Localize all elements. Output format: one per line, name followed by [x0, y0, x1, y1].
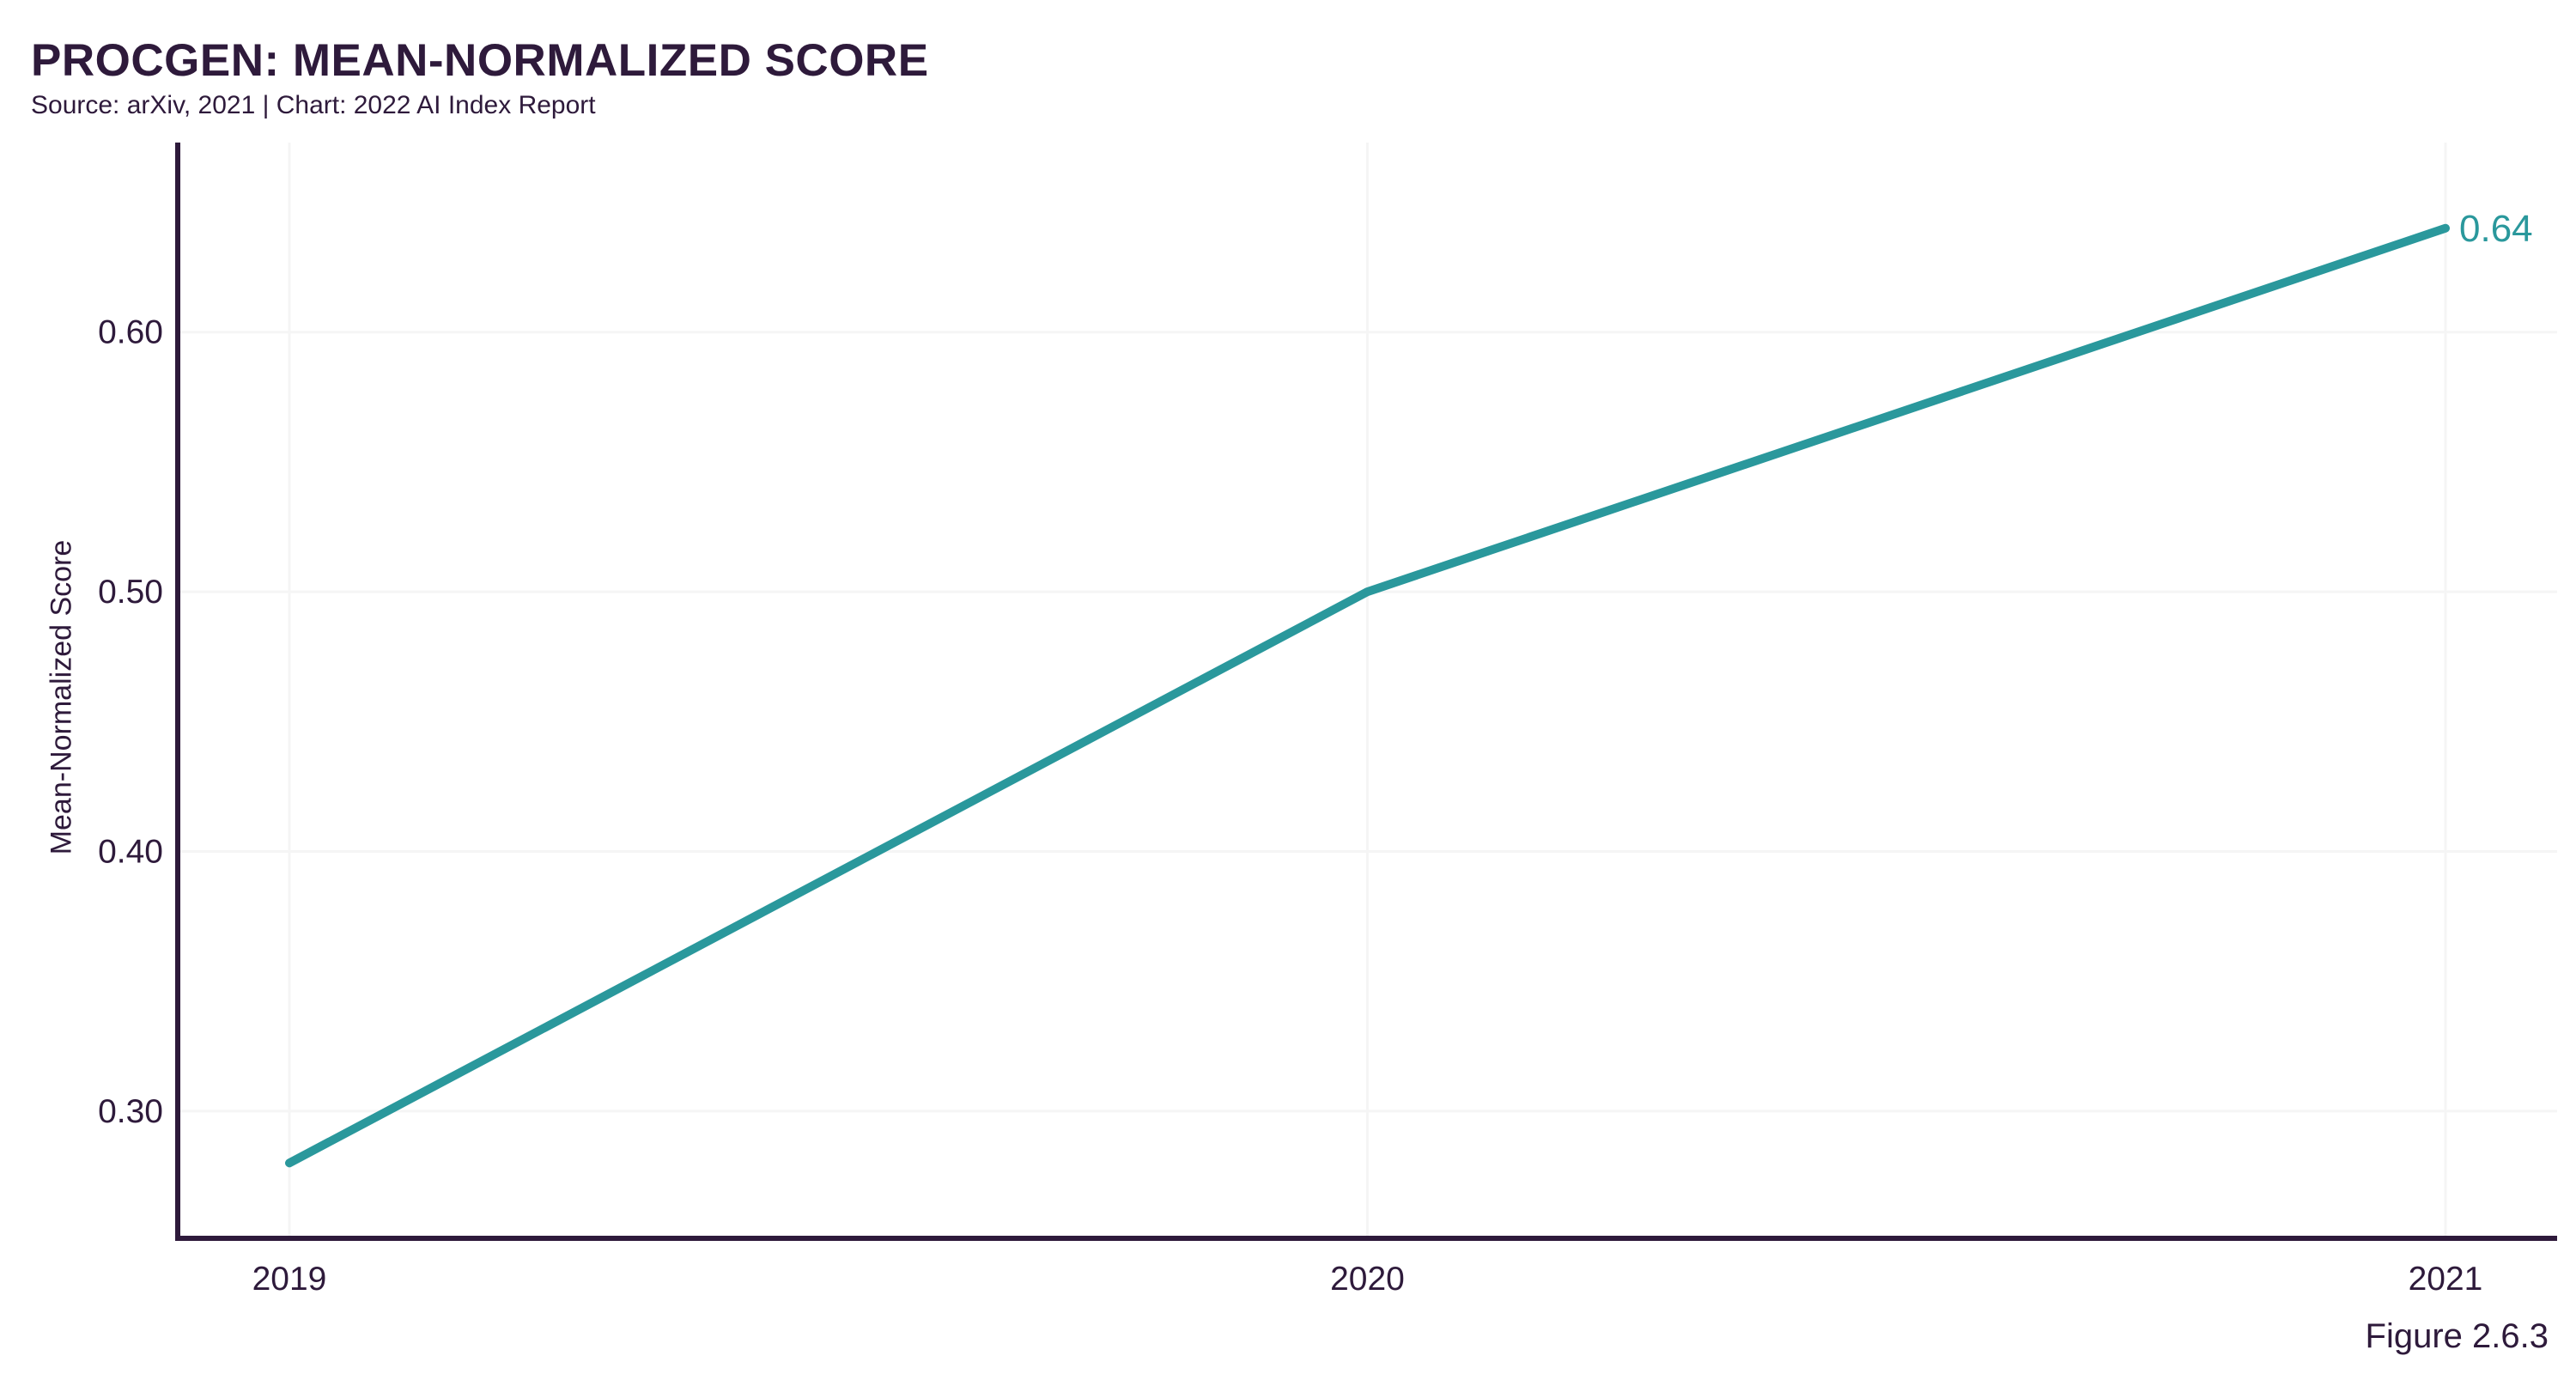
y-tick-label: 0.50 [98, 574, 163, 611]
y-tick-label: 0.60 [98, 314, 163, 351]
x-tick-label: 2020 [1330, 1261, 1405, 1298]
chart-title: PROCGEN: MEAN-NORMALIZED SCORE [31, 35, 929, 86]
x-tick-label: 2019 [252, 1261, 327, 1298]
chart-source-subtitle: Source: arXiv, 2021 | Chart: 2022 AI Ind… [31, 91, 596, 119]
y-tick-label: 0.30 [98, 1093, 163, 1130]
y-tick-label: 0.40 [98, 833, 163, 870]
y-axis-title: Mean-Normalized Score [45, 539, 78, 855]
x-tick-label: 2021 [2409, 1261, 2483, 1298]
figure-number-label: Figure 2.6.3 [2365, 1317, 2549, 1355]
data-point-value-label: 0.64 [2459, 208, 2533, 250]
data-line-series [285, 223, 2450, 1168]
